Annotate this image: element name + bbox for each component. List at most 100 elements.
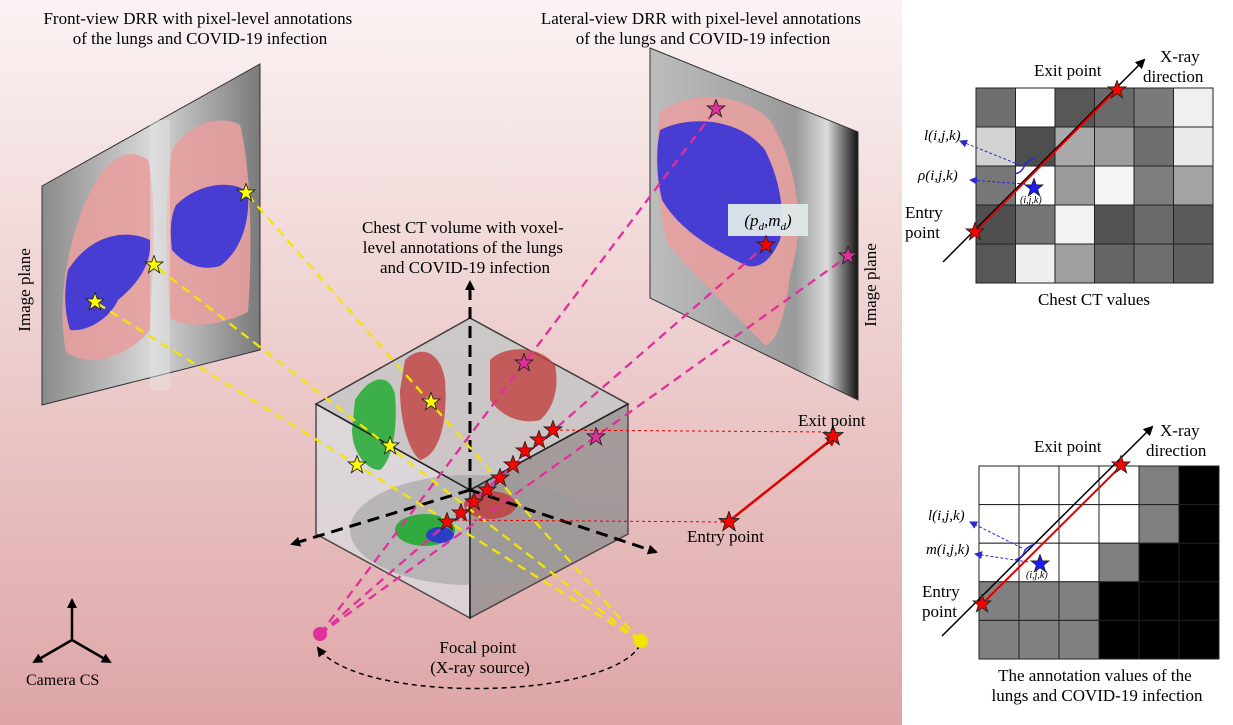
bottom-grid-cell-2-2 [1058, 542, 1100, 583]
bottom-grid-cell-0-3 [1098, 465, 1140, 506]
front-view-drr [41, 63, 261, 406]
top-xray-line2: direction [1143, 67, 1204, 86]
top-entry-line1: Entry [905, 203, 943, 222]
bottom-grid-cell-3-3 [1098, 581, 1140, 621]
top-caption: Chest CT values [1038, 290, 1150, 309]
yellow-rays [94, 192, 641, 642]
bottom-grid-cell-4-0 [978, 619, 1020, 660]
top-grid [975, 87, 1214, 284]
bottom-grid-cell-3-4 [1138, 581, 1180, 621]
exit-guide-line [547, 429, 833, 433]
bottom-grid-cell-1-3 [1098, 504, 1140, 544]
bottom-grid-cell-1-2 [1058, 504, 1100, 544]
top-grid-cell-4-5 [1173, 243, 1214, 284]
bottom-m-label: m(i,j,k) [926, 542, 969, 558]
svg-text:The annotation values of the: The annotation values of the lungs and C… [991, 666, 1203, 705]
top-l-label: l(i,j,k) [924, 128, 961, 144]
top-grid-cell-0-2 [1054, 87, 1095, 128]
bottom-grid-cell-3-2 [1058, 581, 1100, 621]
top-grid-cell-1-1 [1015, 126, 1056, 167]
top-panel: Exit point X-ray direction Entry point l… [902, 0, 1233, 360]
lateral-title-line1: Lateral-view DRR with pixel-level annota… [541, 9, 861, 28]
bottom-entry-line2: point [922, 602, 957, 621]
svg-text:Focal point (X-ray source): Focal point (X-ray source) [430, 638, 530, 677]
top-grid-cell-3-3 [1094, 204, 1135, 245]
top-voxel-label: (i,j,k) [1020, 195, 1042, 206]
bottom-grid-cell-3-5 [1178, 581, 1220, 621]
svg-text:Front-view DRR with pixel-leve: Front-view DRR with pixel-level annotati… [43, 9, 356, 48]
bottom-grid-cell-2-3 [1098, 542, 1140, 583]
top-grid-cell-1-0 [975, 126, 1016, 167]
top-red-segment [974, 89, 1117, 233]
bottom-voxel-label: (i,j,k) [1026, 570, 1048, 581]
bottom-panel: Exit point X-ray direction Entry point l… [902, 360, 1233, 725]
front-title-line1: Front-view DRR with pixel-level annotati… [43, 9, 352, 28]
top-grid-cell-0-0 [975, 87, 1016, 128]
bottom-grid-cell-1-1 [1018, 504, 1060, 544]
top-grid-cell-2-4 [1133, 165, 1174, 206]
svg-text:Lateral-view DRR with pixel-le: Lateral-view DRR with pixel-level annota… [541, 9, 865, 48]
focal-orbit [316, 644, 641, 690]
bottom-caption-line2: lungs and COVID-19 infection [991, 686, 1203, 705]
ct-title-line1: Chest CT volume with voxel- [362, 218, 564, 237]
ct-title-line2: level annotations of the lungs [363, 238, 563, 257]
focal-point-line1: Focal point [439, 638, 516, 657]
bottom-grid-cell-1-4 [1138, 504, 1180, 544]
top-grid-cell-3-2 [1054, 204, 1095, 245]
svg-text:X-ray direction: X-ray direction [1146, 421, 1207, 460]
top-grid-cell-1-3 [1094, 126, 1135, 167]
bottom-grid-cell-3-1 [1018, 581, 1060, 621]
top-grid-cell-4-3 [1094, 243, 1135, 284]
bottom-grid-cell-2-0 [978, 542, 1020, 583]
top-grid-cell-4-4 [1133, 243, 1174, 284]
bottom-grid-cell-2-5 [1178, 542, 1220, 583]
front-right-infection [170, 184, 249, 268]
bottom-xray-line2: direction [1146, 441, 1207, 460]
lateral-title-line2: of the lungs and COVID-19 infection [576, 29, 831, 48]
camera-cs-label: Camera CS [26, 672, 99, 689]
bottom-grid-cell-0-1 [1018, 465, 1060, 506]
top-grid-cell-3-5 [1173, 204, 1214, 245]
bottom-grid-cell-1-0 [978, 504, 1020, 544]
cube-axial-red [464, 491, 516, 519]
entry-guide-line [449, 519, 729, 523]
top-grid-cell-2-3 [1094, 165, 1135, 206]
image-plane-right-label: Image plane [861, 243, 880, 327]
bottom-grid-cell-4-4 [1138, 619, 1180, 660]
bottom-grid-cell-4-2 [1058, 619, 1100, 660]
top-entry-line2: point [905, 223, 940, 242]
top-brace [1014, 157, 1036, 175]
svg-text:Entry point: Entry point [922, 582, 964, 621]
bottom-red-segment [981, 465, 1122, 605]
ct-title-line3: and COVID-19 infection [380, 258, 550, 277]
bottom-xray-line1: X-ray [1160, 421, 1200, 440]
top-grid-cell-2-2 [1054, 165, 1095, 206]
top-grid-cell-4-0 [975, 243, 1016, 284]
svg-text:X-ray direction: X-ray direction [1143, 47, 1204, 86]
cube-red-lung-front [400, 351, 446, 460]
top-xray-line1: X-ray [1160, 47, 1200, 66]
focal-point-line2: (X-ray source) [430, 658, 530, 677]
pd-md-label: (pd,md) [744, 211, 792, 233]
bottom-caption-line1: The annotation values of the [998, 666, 1192, 685]
focal-point-yellow [634, 634, 648, 648]
bottom-grid-cell-4-3 [1098, 619, 1140, 660]
focal-point-magenta [313, 627, 327, 641]
front-left-infection [65, 234, 151, 331]
main-ray [727, 434, 838, 523]
bottom-exit-label: Exit point [1034, 437, 1102, 456]
image-plane-left-label: Image plane [15, 248, 34, 332]
pd-md-box [728, 204, 808, 236]
top-grid-cell-0-4 [1133, 87, 1174, 128]
top-grid-cell-4-2 [1054, 243, 1095, 284]
bottom-grid-cell-0-0 [978, 465, 1020, 506]
svg-text:Chest CT volume with voxel-: Chest CT volume with voxel- level annota… [362, 218, 568, 277]
exit-point-label: Exit point [798, 411, 866, 430]
entry-point-label: Entry point [687, 527, 764, 546]
top-rho-label: ρ(i,j,k) [917, 168, 958, 184]
svg-text:Entry point: Entry point [905, 203, 947, 242]
bottom-l-label: l(i,j,k) [928, 508, 965, 524]
cube-red-lung-lateral [490, 349, 557, 422]
top-grid-cell-0-5 [1173, 87, 1214, 128]
bottom-grid-cell-4-1 [1018, 619, 1060, 660]
